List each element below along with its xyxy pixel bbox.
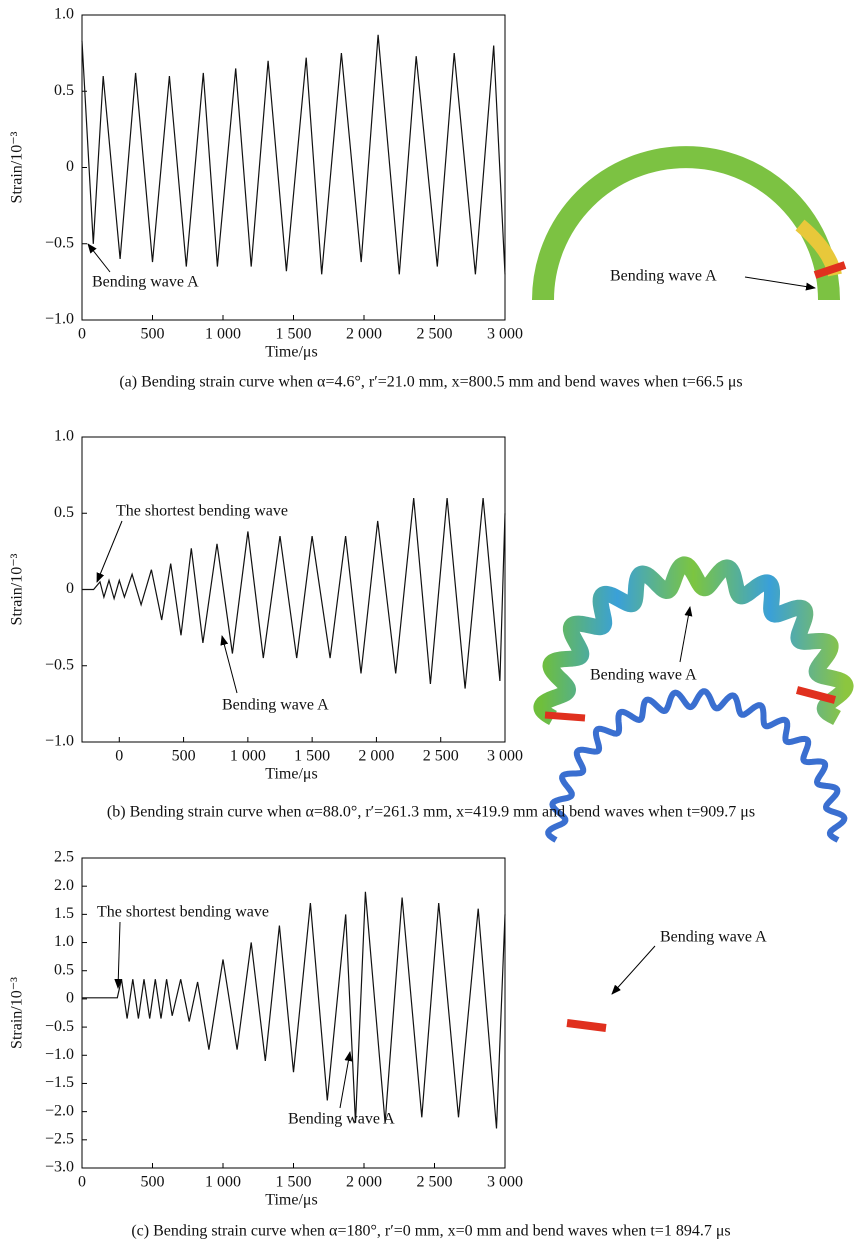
x-tick-label: 3 000 bbox=[487, 326, 523, 343]
x-tick-label: 2 000 bbox=[346, 326, 382, 343]
simulation-image bbox=[541, 564, 845, 718]
x-tick-label: 0 bbox=[78, 326, 86, 343]
y-tick-label: 2.0 bbox=[54, 877, 74, 894]
x-tick-label: 500 bbox=[172, 748, 196, 765]
caption: (b) Bending strain curve when α=88.0°, r… bbox=[107, 804, 755, 821]
y-tick-label: 1.0 bbox=[54, 6, 74, 23]
y-tick-label: 0.5 bbox=[54, 961, 74, 978]
x-tick-label: 0 bbox=[115, 748, 123, 765]
simulation-image bbox=[797, 690, 835, 700]
caption: (c) Bending strain curve when α=180°, r′… bbox=[131, 1223, 730, 1240]
x-tick-label: 3 000 bbox=[487, 1174, 523, 1191]
y-tick-label: −3.0 bbox=[45, 1159, 74, 1176]
x-axis-label: Time/μs bbox=[265, 766, 317, 783]
y-tick-label: −1.0 bbox=[45, 311, 74, 328]
x-tick-label: 2 000 bbox=[346, 1174, 382, 1191]
x-tick-label: 2 500 bbox=[423, 748, 459, 765]
y-tick-label: 0 bbox=[66, 580, 74, 597]
y-tick-label: −1.5 bbox=[45, 1074, 74, 1091]
annotation-arrow bbox=[118, 922, 120, 988]
y-tick-label: −0.5 bbox=[45, 1018, 74, 1035]
x-axis-label: Time/μs bbox=[265, 1192, 317, 1209]
caption: (a) Bending strain curve when α=4.6°, r′… bbox=[119, 374, 742, 391]
x-tick-label: 1 000 bbox=[205, 326, 241, 343]
annotation: The shortest bending wave bbox=[97, 904, 269, 921]
y-tick-label: −1.0 bbox=[45, 733, 74, 750]
x-tick-label: 500 bbox=[141, 326, 165, 343]
x-tick-label: 1 000 bbox=[205, 1174, 241, 1191]
y-tick-label: −0.5 bbox=[45, 234, 74, 251]
y-tick-label: 0 bbox=[66, 158, 74, 175]
image-arrow bbox=[612, 946, 655, 994]
image-arrow bbox=[680, 607, 690, 662]
y-axis-label: Strain/10⁻³ bbox=[9, 131, 26, 203]
x-tick-label: 2 000 bbox=[358, 748, 394, 765]
annotation-arrow bbox=[88, 244, 110, 272]
y-tick-label: 1.0 bbox=[54, 933, 74, 950]
y-tick-label: 0 bbox=[66, 990, 74, 1007]
annotation-arrow bbox=[222, 636, 237, 693]
y-tick-label: −2.5 bbox=[45, 1130, 74, 1147]
simulation-image bbox=[567, 1023, 606, 1028]
image-label: Bending wave A bbox=[610, 268, 717, 285]
strain-curve bbox=[82, 498, 505, 689]
annotation: The shortest bending wave bbox=[116, 503, 288, 520]
annotation: Bending wave A bbox=[92, 274, 199, 291]
y-tick-label: −2.0 bbox=[45, 1102, 74, 1119]
x-tick-label: 2 500 bbox=[417, 326, 453, 343]
image-label: Bending wave A bbox=[590, 667, 697, 684]
figure: 0 500 1 000 1 500 2 000 2 500 3 000 −1.0 −0.5 0 0.… bbox=[0, 0, 862, 1248]
x-tick-label: 1 500 bbox=[294, 748, 330, 765]
strain-curve bbox=[82, 35, 505, 274]
x-tick-label: 0 bbox=[78, 1174, 86, 1191]
x-tick-label: 3 000 bbox=[487, 748, 523, 765]
y-tick-label: −0.5 bbox=[45, 656, 74, 673]
x-tick-label: 1 000 bbox=[230, 748, 266, 765]
y-tick-label: −1.0 bbox=[45, 1046, 74, 1063]
x-tick-label: 500 bbox=[141, 1174, 165, 1191]
annotation: Bending wave A bbox=[222, 697, 329, 714]
x-tick-label: 2 500 bbox=[417, 1174, 453, 1191]
simulation-image bbox=[545, 715, 585, 718]
y-tick-label: 0.5 bbox=[54, 82, 74, 99]
strain-curve bbox=[82, 892, 505, 1129]
annotation: Bending wave A bbox=[288, 1111, 395, 1128]
x-axis-label: Time/μs bbox=[265, 344, 317, 361]
y-tick-label: 0.5 bbox=[54, 504, 74, 521]
y-axis-label: Strain/10⁻³ bbox=[9, 977, 26, 1049]
annotation-arrow bbox=[97, 521, 122, 582]
x-tick-label: 1 500 bbox=[276, 1174, 312, 1191]
y-tick-label: 1.5 bbox=[54, 905, 74, 922]
y-tick-label: 2.5 bbox=[54, 849, 74, 866]
annotation-arrow bbox=[340, 1052, 350, 1108]
y-tick-label: 1.0 bbox=[54, 428, 74, 445]
simulation-image bbox=[541, 564, 845, 718]
x-tick-label: 1 500 bbox=[276, 326, 312, 343]
y-axis-label: Strain/10⁻³ bbox=[9, 553, 26, 625]
image-arrow bbox=[745, 277, 815, 288]
image-label: Bending wave A bbox=[660, 929, 767, 946]
